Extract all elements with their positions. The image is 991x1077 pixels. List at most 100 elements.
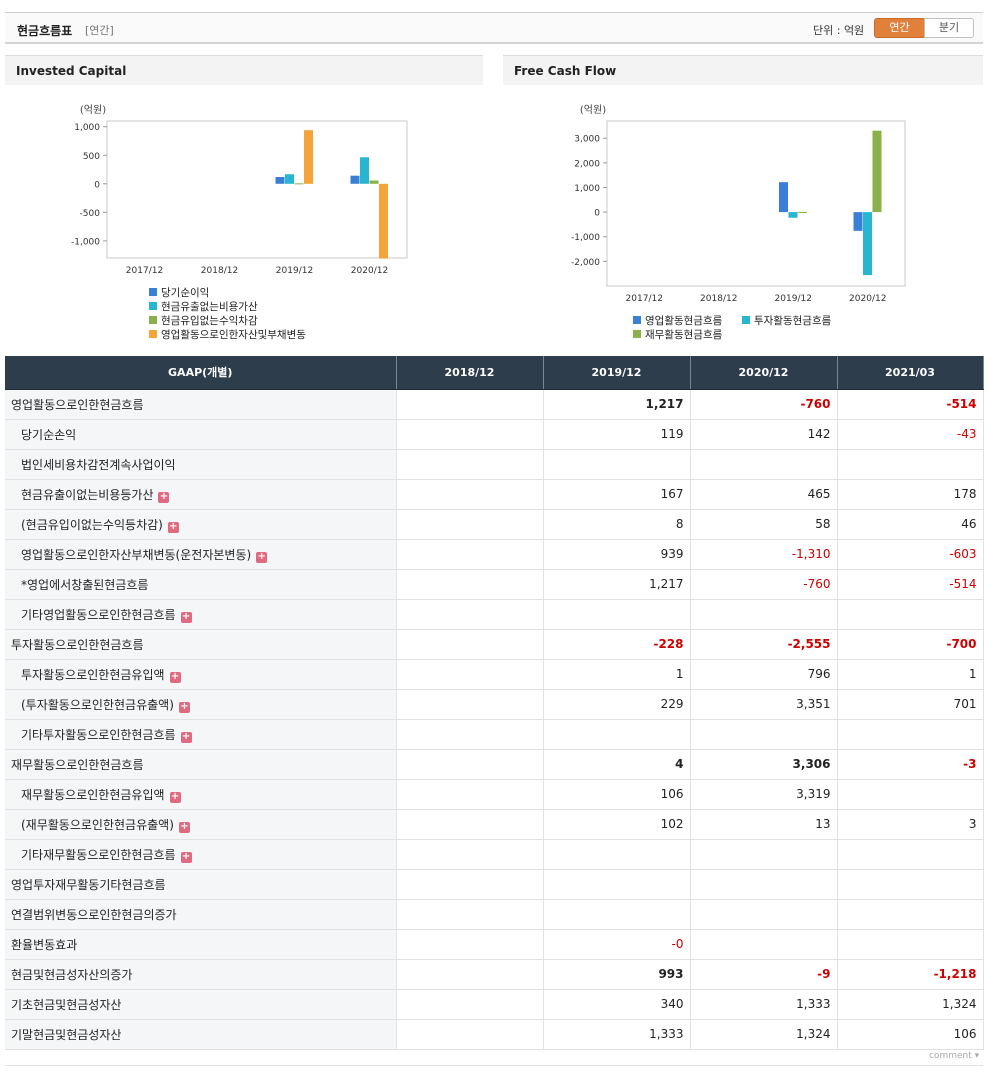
table-row: *영업에서창출된현금흐름 1,217 -760 -514	[5, 569, 984, 600]
x-tick-label: 2019/12	[276, 266, 313, 276]
value-cell: -2,555	[690, 629, 838, 660]
value-cell: 3,306	[690, 749, 838, 780]
legend-label: 영업활동현금흐름	[645, 314, 723, 327]
y-tick-label: -2,000	[571, 258, 600, 268]
value-cell: 3	[837, 809, 984, 840]
value-cell	[396, 569, 544, 600]
value-cell: 8	[543, 509, 691, 540]
value-cell	[543, 719, 691, 750]
value-cell: 1	[543, 659, 691, 690]
row-label: 영업활동으로인한자산부채변동(운전자본변동)	[21, 547, 252, 562]
value-cell	[396, 779, 544, 810]
expand-plus-icon[interactable]: +	[178, 820, 190, 833]
column-header-period: 2018/12	[396, 356, 544, 390]
row-label: 투자활동으로인한현금유입액	[21, 667, 165, 682]
expand-plus-icon[interactable]: +	[158, 490, 170, 503]
row-label: (현금유입이없는수익등차감)	[21, 517, 163, 532]
row-label-cell: (투자활동으로인한현금유출액) +	[5, 689, 397, 720]
value-cell	[690, 599, 838, 630]
bar	[863, 212, 872, 276]
value-cell: 1	[837, 659, 984, 690]
value-cell: 106	[837, 1019, 984, 1050]
expand-plus-icon[interactable]: +	[180, 850, 192, 863]
value-cell: 993	[543, 959, 691, 990]
comment-toggle[interactable]: comment ▾	[929, 1051, 980, 1061]
value-cell	[837, 899, 984, 930]
annual-tab-button[interactable]: 연간	[874, 18, 925, 38]
value-cell	[396, 689, 544, 720]
bar	[788, 212, 798, 218]
expand-plus-icon[interactable]: +	[178, 700, 190, 713]
value-cell	[396, 929, 544, 960]
legend-label: 영업활동으로인한자산및부채변동	[161, 328, 306, 341]
value-cell: 3,351	[690, 689, 838, 720]
row-label: 현금및현금성자산의증가	[11, 967, 133, 982]
value-cell: -514	[837, 569, 984, 600]
cashflow-header: 현금흐름표 [연간] 단위 : 억원 연간 분기	[5, 12, 983, 44]
value-cell: 939	[543, 539, 691, 570]
row-label: 재무활동으로인한현금유입액	[21, 787, 165, 802]
value-cell	[690, 869, 838, 900]
expand-plus-icon[interactable]: +	[167, 520, 179, 533]
value-cell: -228	[543, 629, 691, 660]
table-row: 기말현금및현금성자산 1,333 1,324 106	[5, 1019, 984, 1050]
value-cell	[690, 449, 838, 480]
row-label-cell: 투자활동으로인한현금흐름	[5, 629, 397, 660]
bar	[853, 212, 863, 231]
x-tick-label: 2020/12	[351, 266, 388, 276]
value-cell: -700	[837, 629, 984, 660]
table-row: 재무활동으로인한현금흐름 4 3,306 -3	[5, 749, 984, 780]
row-label: 재무활동으로인한현금흐름	[11, 757, 144, 772]
quarter-tab-button[interactable]: 분기	[924, 18, 974, 38]
bar	[779, 182, 788, 213]
table-row: 기타영업활동으로인한현금흐름 +	[5, 599, 984, 630]
legend-swatch	[149, 316, 157, 324]
value-cell: 465	[690, 479, 838, 510]
value-cell	[396, 479, 544, 510]
expand-plus-icon[interactable]: +	[169, 790, 181, 803]
value-cell	[396, 869, 544, 900]
value-cell: -1,310	[690, 539, 838, 570]
expand-plus-icon[interactable]: +	[180, 610, 192, 623]
value-cell: 3,319	[690, 779, 838, 810]
value-cell	[396, 749, 544, 780]
row-label-cell: *영업에서창출된현금흐름	[5, 569, 397, 600]
table-row: 기초현금및현금성자산 340 1,333 1,324	[5, 989, 984, 1020]
row-label: (투자활동으로인한현금유출액)	[21, 697, 174, 712]
row-label-cell: 영업투자재무활동기타현금흐름	[5, 869, 397, 900]
value-cell: 58	[690, 509, 838, 540]
x-tick-label: 2020/12	[849, 294, 886, 304]
value-cell	[396, 899, 544, 930]
value-cell	[837, 869, 984, 900]
expand-plus-icon[interactable]: +	[169, 670, 181, 683]
expand-plus-icon[interactable]: +	[256, 550, 268, 563]
expand-plus-icon[interactable]: +	[180, 730, 192, 743]
value-cell: 119	[543, 419, 691, 450]
bar	[275, 176, 285, 184]
bar	[872, 130, 882, 213]
value-cell: 229	[543, 689, 691, 720]
value-cell: 46	[837, 509, 984, 540]
value-cell: 1,217	[543, 569, 691, 600]
row-label: 기초현금및현금성자산	[11, 997, 122, 1012]
cashflow-table: GAAP(개별) 2018/12 2019/12 2020/12 2021/03 영업활…	[5, 356, 984, 1050]
y-axis-label: (억원)	[580, 104, 606, 116]
value-cell	[396, 449, 544, 480]
row-label-cell: 현금유출이없는비용등가산 +	[5, 479, 397, 510]
row-label: 연결범위변동으로인한현금의증가	[11, 907, 177, 922]
legend-swatch	[633, 330, 641, 338]
value-cell: 1,324	[690, 1019, 838, 1050]
value-cell	[837, 719, 984, 750]
value-cell	[396, 539, 544, 570]
row-label: 환율변동효과	[11, 937, 78, 952]
value-cell: 142	[690, 419, 838, 450]
value-cell	[396, 629, 544, 660]
value-cell	[543, 869, 691, 900]
value-cell: 796	[690, 659, 838, 690]
legend-label: 현금유출없는비용가산	[161, 300, 258, 313]
row-label-cell: 법인세비용차감전계속사업이익	[5, 449, 397, 480]
page-title: 현금흐름표	[17, 24, 73, 38]
value-cell	[690, 899, 838, 930]
row-label-cell: 영업활동으로인한현금흐름	[5, 389, 397, 420]
legend-label: 현금유입없는수익차감	[161, 314, 258, 327]
